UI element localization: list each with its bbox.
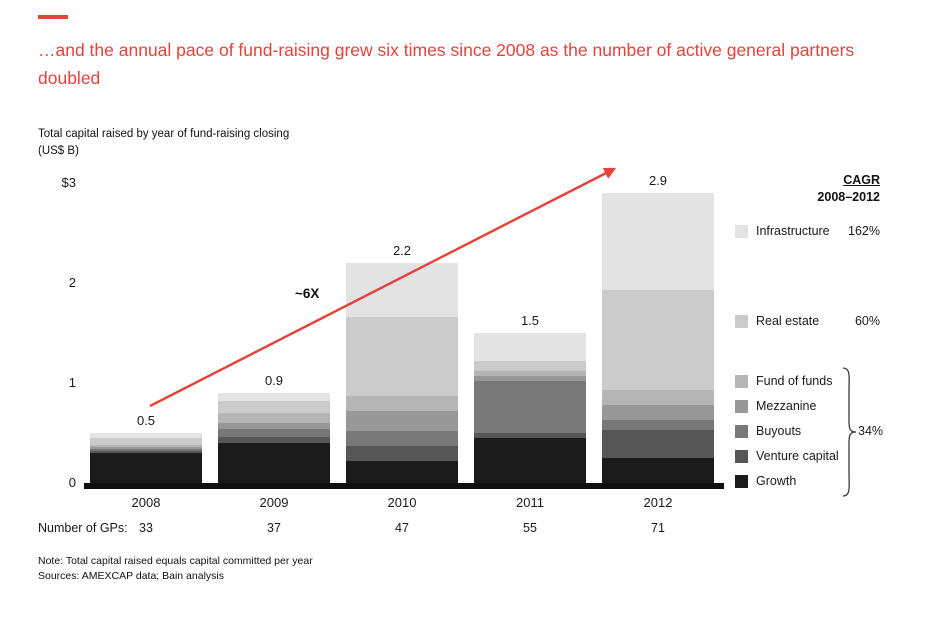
- bar-total-2009: 0.9: [264, 373, 284, 388]
- bar-segment-mezzanine: [218, 423, 330, 429]
- bar-segment-infrastructure: [90, 433, 202, 438]
- bar-segment-infrastructure: [602, 193, 714, 290]
- legend-brace: [842, 367, 857, 497]
- cagr-header-label: CAGR: [843, 173, 880, 187]
- growth-multiplier-annotation: ~6X: [295, 286, 320, 301]
- bar-segment-buyouts: [346, 431, 458, 446]
- legend-label-growth: Growth: [756, 474, 797, 488]
- bar-segment-growth: [602, 458, 714, 483]
- y-tick-2: 2: [68, 275, 76, 290]
- bar-segment-venture-capital: [346, 446, 458, 461]
- legend-swatch-buyouts: [735, 425, 748, 438]
- legend-cagr-real-estate: 60%: [854, 314, 880, 328]
- bar-segment-growth: [90, 453, 202, 483]
- footnote: Note: Total capital raised equals capita…: [38, 555, 313, 567]
- cagr-header-period: 2008–2012: [817, 189, 880, 204]
- bar-segment-real-estate: [218, 401, 330, 413]
- gp-count-2008: 33: [139, 521, 153, 535]
- legend-label-real-estate: Real estate: [756, 314, 820, 328]
- bar-total-2012: 2.9: [648, 173, 668, 188]
- x-label-2010: 2010: [387, 495, 417, 510]
- bar-total-2008: 0.5: [136, 413, 156, 428]
- stacked-bar-2010: [346, 263, 458, 483]
- gp-count-2011: 55: [523, 521, 537, 535]
- bar-segment-venture-capital: [474, 433, 586, 438]
- bar-segment-infrastructure: [474, 333, 586, 361]
- legend-label-infrastructure: Infrastructure: [756, 224, 830, 238]
- x-axis-line: [84, 483, 724, 489]
- bar-segment-buyouts: [218, 429, 330, 437]
- legend-swatch-fund-of-funds: [735, 375, 748, 388]
- legend-label-buyouts: Buyouts: [756, 424, 802, 438]
- bar-segment-real-estate: [602, 290, 714, 390]
- bar-segment-mezzanine: [602, 405, 714, 420]
- legend-label-venture-capital: Venture capital: [756, 449, 839, 463]
- chart-axis-title-line1: Total capital raised by year of fund-rai…: [38, 128, 290, 140]
- stacked-bar-2008: [90, 433, 202, 483]
- legend-group-cagr: 34%: [858, 424, 884, 438]
- bar-segment-real-estate: [346, 317, 458, 396]
- chart-axis-title-line2: (US$ B): [38, 144, 79, 157]
- bar-segment-real-estate: [474, 361, 586, 371]
- y-tick-1: 1: [68, 375, 76, 390]
- bar-segment-buyouts: [602, 420, 714, 430]
- y-tick--3: $3: [61, 175, 76, 190]
- bar-segment-infrastructure: [218, 393, 330, 401]
- bar-segment-infrastructure: [346, 263, 458, 317]
- legend-label-mezzanine: Mezzanine: [756, 399, 817, 413]
- x-label-2008: 2008: [131, 495, 161, 510]
- sources-line: Sources: AMEXCAP data; Bain analysis: [38, 570, 224, 582]
- gp-count-label: Number of GPs:: [38, 521, 128, 535]
- bar-segment-mezzanine: [90, 447, 202, 449]
- bar-segment-real-estate: [90, 438, 202, 445]
- bar-segment-fund-of-funds: [602, 390, 714, 405]
- page-title: …and the annual pace of fund-raising gre…: [38, 40, 855, 89]
- legend-swatch-real-estate: [735, 315, 748, 328]
- gp-count-2012: 71: [651, 521, 665, 535]
- legend-swatch-infrastructure: [735, 225, 748, 238]
- stacked-bar-2011: [474, 333, 586, 483]
- cagr-header: CAGR 2008–2012: [788, 172, 880, 206]
- legend-swatch-mezzanine: [735, 400, 748, 413]
- bar-total-2010: 2.2: [392, 243, 412, 258]
- bar-segment-fund-of-funds: [346, 396, 458, 411]
- bar-segment-buyouts: [90, 449, 202, 451]
- bar-segment-mezzanine: [346, 411, 458, 431]
- bar-segment-venture-capital: [90, 451, 202, 453]
- gp-count-2010: 47: [395, 521, 409, 535]
- chart-axis-title: Total capital raised by year of fund-rai…: [38, 126, 289, 159]
- stacked-bar-2009: [218, 393, 330, 483]
- x-label-2011: 2011: [516, 495, 544, 510]
- stacked-bar-2012: [602, 193, 714, 483]
- bar-segment-fund-of-funds: [90, 445, 202, 447]
- legend-label-fund-of-funds: Fund of funds: [756, 374, 833, 388]
- accent-dash: [38, 15, 68, 19]
- gp-count-2009: 37: [267, 521, 281, 535]
- x-label-2009: 2009: [259, 495, 289, 510]
- bar-segment-growth: [346, 461, 458, 483]
- bar-segment-growth: [474, 438, 586, 483]
- bar-segment-venture-capital: [218, 437, 330, 443]
- legend-swatch-venture-capital: [735, 450, 748, 463]
- legend-swatch-growth: [735, 475, 748, 488]
- bar-segment-venture-capital: [602, 430, 714, 458]
- bar-segment-buyouts: [474, 381, 586, 433]
- bar-total-2011: 1.5: [520, 313, 540, 328]
- bar-segment-fund-of-funds: [218, 413, 330, 423]
- legend-cagr-infrastructure: 162%: [848, 224, 880, 238]
- bar-segment-growth: [218, 443, 330, 483]
- x-label-2012: 2012: [643, 495, 673, 510]
- y-tick-0: 0: [68, 475, 76, 490]
